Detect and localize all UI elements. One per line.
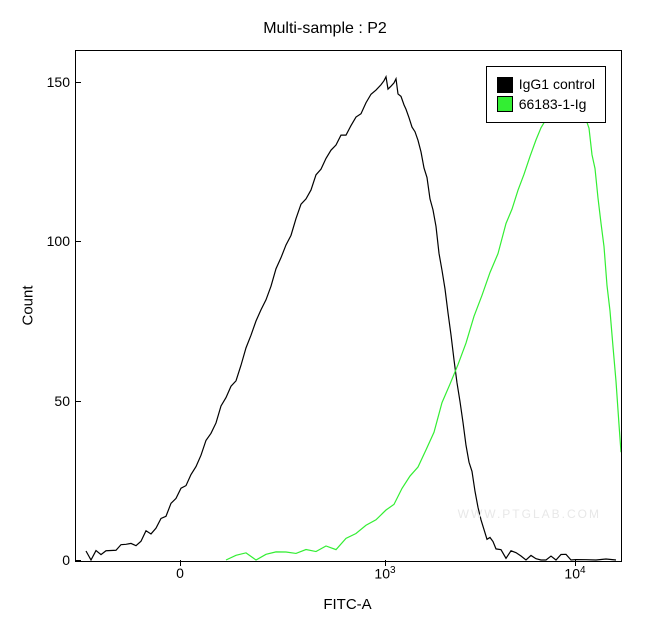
series-line	[226, 68, 621, 560]
chart-container: Multi-sample : P2 Count IgG1 control 661…	[0, 0, 650, 631]
y-tick-label: 50	[30, 393, 70, 409]
y-axis-label: Count	[18, 50, 38, 560]
x-tick-mark	[180, 560, 181, 566]
x-tick-label: 104	[564, 565, 585, 582]
x-axis-label: FITC-A	[75, 596, 620, 613]
y-tick-label: 0	[30, 552, 70, 568]
legend-item: 66183-1-Ig	[497, 95, 595, 115]
legend-item: IgG1 control	[497, 75, 595, 95]
plot-area: IgG1 control 66183-1-Ig WWW.PTGLAB.COM	[75, 50, 622, 562]
legend-label: IgG1 control	[519, 75, 595, 95]
y-tick-label: 150	[30, 74, 70, 90]
y-tick-mark	[75, 560, 81, 561]
legend-swatch-icon	[497, 77, 513, 93]
watermark-text: WWW.PTGLAB.COM	[458, 507, 601, 521]
y-tick-mark	[75, 82, 81, 83]
x-tick-label: 103	[374, 565, 395, 582]
x-tick-mark	[385, 560, 386, 566]
series-line	[86, 77, 616, 560]
x-tick-label: 0	[176, 565, 184, 581]
y-tick-mark	[75, 401, 81, 402]
legend-box: IgG1 control 66183-1-Ig	[486, 66, 606, 123]
legend-swatch-icon	[497, 96, 513, 112]
y-tick-label: 100	[30, 233, 70, 249]
legend-label: 66183-1-Ig	[519, 95, 587, 115]
plot-svg	[76, 51, 621, 561]
x-tick-mark	[575, 560, 576, 566]
chart-title: Multi-sample : P2	[0, 20, 650, 38]
y-tick-mark	[75, 241, 81, 242]
